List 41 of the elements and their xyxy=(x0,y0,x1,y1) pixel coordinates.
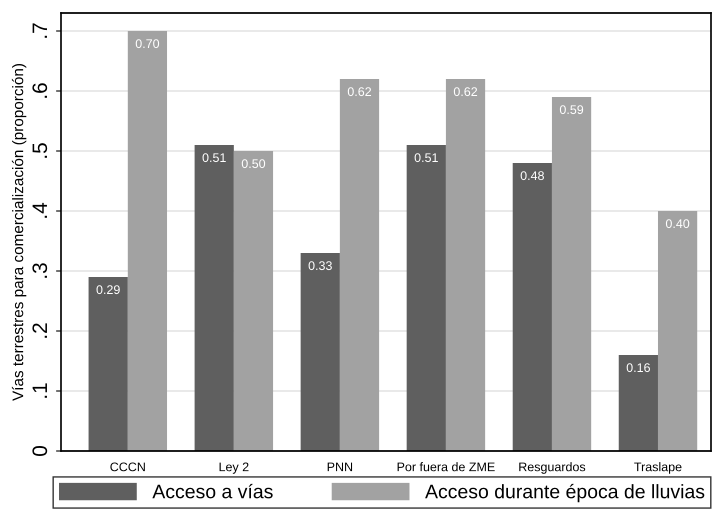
bar xyxy=(234,151,274,451)
data-label: 0.29 xyxy=(96,285,120,294)
x-tick-label: Ley 2 xyxy=(220,462,248,474)
y-tick-label: .2 xyxy=(32,323,47,338)
x-tick-label: PNN xyxy=(328,462,352,472)
x-tick-label: Resguardos xyxy=(519,462,586,474)
data-label: 0.70 xyxy=(136,39,160,48)
data-label: 0.33 xyxy=(308,261,332,270)
bar xyxy=(512,163,552,451)
y-axis-title: Vías terrestres para comercialización (proporción) xyxy=(12,64,26,401)
y-tick-label: .6 xyxy=(32,83,48,98)
y-tick-label: .1 xyxy=(32,383,47,398)
x-tick-label: Por fuera de ZME xyxy=(398,462,495,472)
y-tick-label: 0 xyxy=(32,446,48,456)
data-label: 0.62 xyxy=(454,87,478,96)
x-tick-label: Traslape xyxy=(634,462,682,474)
y-tick-label: .3 xyxy=(32,263,48,278)
legend-label: Acceso a vías xyxy=(152,484,273,498)
bar xyxy=(194,145,234,451)
legend-label: Acceso durante época de lluvias xyxy=(425,484,704,502)
bar xyxy=(340,79,380,451)
data-label: 0.48 xyxy=(520,171,544,180)
bar xyxy=(446,79,486,451)
y-tick-label: .7 xyxy=(32,23,47,38)
data-label: 0.59 xyxy=(560,105,584,114)
data-label: 0.16 xyxy=(626,363,650,372)
bar xyxy=(300,253,340,451)
bar xyxy=(658,211,698,451)
bar xyxy=(128,31,168,451)
y-tick-label: .5 xyxy=(32,143,48,158)
data-label: 0.62 xyxy=(348,87,372,96)
bar xyxy=(552,97,592,451)
y-tick-label: .4 xyxy=(32,202,47,218)
data-label: 0.51 xyxy=(202,153,226,162)
bar xyxy=(88,277,128,451)
bar xyxy=(406,145,446,451)
x-tick-label: CCCN xyxy=(110,462,145,472)
bar xyxy=(618,355,658,451)
data-label: 0.50 xyxy=(242,159,266,168)
data-label: 0.40 xyxy=(666,219,690,228)
data-label: 0.51 xyxy=(414,153,438,162)
